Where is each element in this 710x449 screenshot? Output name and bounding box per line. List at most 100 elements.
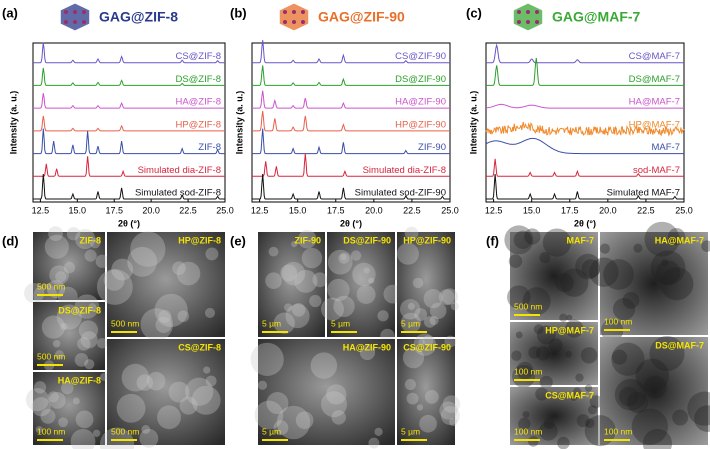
particle (661, 259, 669, 267)
particle (438, 289, 455, 306)
particle (449, 417, 458, 427)
particle (48, 391, 66, 409)
image-label: HP@ZIF-8 (178, 235, 221, 245)
trace-label: Simulated sod-ZIF-90 (355, 188, 446, 199)
image-label: CS@ZIF-90 (403, 342, 451, 352)
xrd-pattern (33, 128, 225, 155)
particle (291, 240, 298, 248)
particle (368, 277, 375, 284)
scale-label: 500 nm (37, 351, 65, 361)
particle (78, 320, 99, 340)
particle (444, 335, 457, 348)
scale-label: 100 nm (514, 426, 542, 436)
particle (533, 324, 544, 335)
particle (441, 288, 459, 305)
particle (643, 375, 667, 399)
particle (631, 408, 669, 445)
image-label: DS@ZIF-8 (58, 305, 101, 315)
panel-letter: (f) (486, 233, 499, 248)
particle (515, 331, 523, 339)
particle (584, 384, 593, 392)
particle (291, 303, 306, 317)
particle (424, 389, 439, 404)
particle (374, 427, 383, 437)
x-tick-label: 22.5 (179, 205, 197, 215)
particle (52, 340, 61, 348)
particle (599, 243, 610, 254)
particle (250, 342, 284, 376)
icon-dot (82, 10, 86, 14)
particle (84, 359, 95, 370)
particle (96, 269, 133, 305)
particle (397, 242, 419, 265)
particle (40, 408, 56, 424)
panel-letter: (e) (230, 233, 246, 248)
particle (96, 337, 108, 349)
scale-label: 100 nm (604, 426, 632, 436)
particle (66, 226, 81, 241)
particle (539, 421, 558, 441)
particle (612, 297, 636, 321)
particle (511, 350, 522, 361)
particle (205, 247, 219, 261)
particle (539, 251, 551, 264)
framework-icon (278, 2, 310, 32)
particle (297, 229, 317, 249)
particle (414, 308, 428, 322)
particle (635, 358, 670, 393)
trace-label: HP@ZIF-90 (395, 119, 446, 130)
micrograph (510, 322, 598, 385)
xrd-pattern (33, 42, 225, 64)
x-tick-label: 15.0 (523, 205, 541, 215)
particle (580, 347, 598, 364)
particle (650, 250, 686, 286)
trace-label: DS@ZIF-8 (175, 74, 221, 85)
particle (585, 418, 595, 429)
particle (504, 225, 534, 255)
x-tick-label: 15.0 (69, 205, 87, 215)
particle (74, 294, 100, 319)
x-tick-label: 12.5 (32, 205, 50, 215)
xrd-pattern (33, 156, 225, 177)
particle (359, 344, 376, 361)
particle (507, 285, 531, 309)
particle (139, 428, 159, 448)
particle (565, 319, 584, 338)
icon-dot (292, 20, 296, 24)
plot-frame (32, 42, 226, 203)
particle (667, 227, 686, 246)
particle (74, 352, 89, 367)
xrd-pattern (252, 110, 450, 132)
particle (281, 261, 306, 286)
icon-dot (73, 20, 77, 24)
xrd-pattern (33, 173, 225, 200)
particle (627, 391, 649, 414)
particle (176, 261, 201, 286)
x-tick-label: 17.5 (561, 205, 579, 215)
panel-title: GAG@ZIF-8 (99, 9, 178, 25)
y-axis-label: Intensity (a. u.) (468, 91, 478, 155)
particle (416, 404, 424, 411)
x-tick-label: 20.0 (365, 205, 383, 215)
image-label: HP@ZIF-90 (403, 235, 451, 245)
trace-label: ZIF-8 (198, 142, 221, 153)
particle (687, 391, 710, 426)
particle (49, 265, 69, 285)
particle (333, 295, 355, 318)
particle (413, 333, 437, 356)
particle (84, 249, 97, 262)
particle (321, 391, 347, 418)
particle (266, 392, 289, 415)
particle (527, 436, 539, 447)
trace-label: HA@ZIF-8 (175, 97, 221, 108)
particle (422, 335, 434, 347)
particle (116, 393, 146, 423)
particle (406, 392, 419, 405)
trace-label: HA@ZIF-90 (395, 97, 446, 108)
trace-label: HP@MAF-7 (629, 119, 680, 130)
trace-label: DS@MAF-7 (629, 74, 680, 85)
particle (177, 310, 190, 323)
particle (559, 313, 568, 322)
particle (528, 346, 541, 359)
particle (560, 268, 589, 297)
